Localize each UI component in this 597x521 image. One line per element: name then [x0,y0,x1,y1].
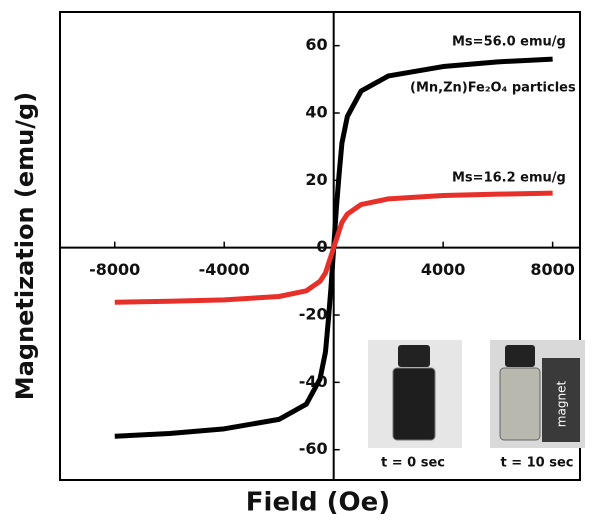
legend-label: (Mn,Zn)Fe₂O₄ particles [410,81,576,96]
magnet-block [542,358,580,442]
inset-label: magnet [555,381,569,428]
y-tick-label: -20 [299,305,328,324]
vial [499,367,541,441]
x-tick-label: 8000 [530,260,575,279]
vial-cap [505,345,535,367]
data-line [114,190,553,305]
inset-photos: magnet t = 0 sec t = 10 sec [368,340,585,471]
plot-frame [59,11,581,481]
x-tick-label: -4000 [199,260,250,279]
inset-label: t = 0 sec [381,456,445,471]
vial-cap [398,345,430,367]
y-tick-label: -60 [299,439,328,458]
vial [392,367,436,441]
y-tick-label: 40 [305,103,327,122]
y-tick-label: 20 [305,170,327,189]
inset-label: t = 10 sec [500,456,573,471]
annotation: Ms=16.2 emu/g [452,171,566,186]
x-tick-label: -8000 [89,260,140,279]
x-tick-label: 4000 [421,260,466,279]
y-axis-label: Magnetization (emu/g) [11,92,39,400]
y-tick-label: 0 [317,237,328,256]
y-tick-label: 60 [305,35,327,54]
x-axis-label: Field (Oe) [246,488,390,518]
annotation: Ms=56.0 emu/g [452,35,566,50]
